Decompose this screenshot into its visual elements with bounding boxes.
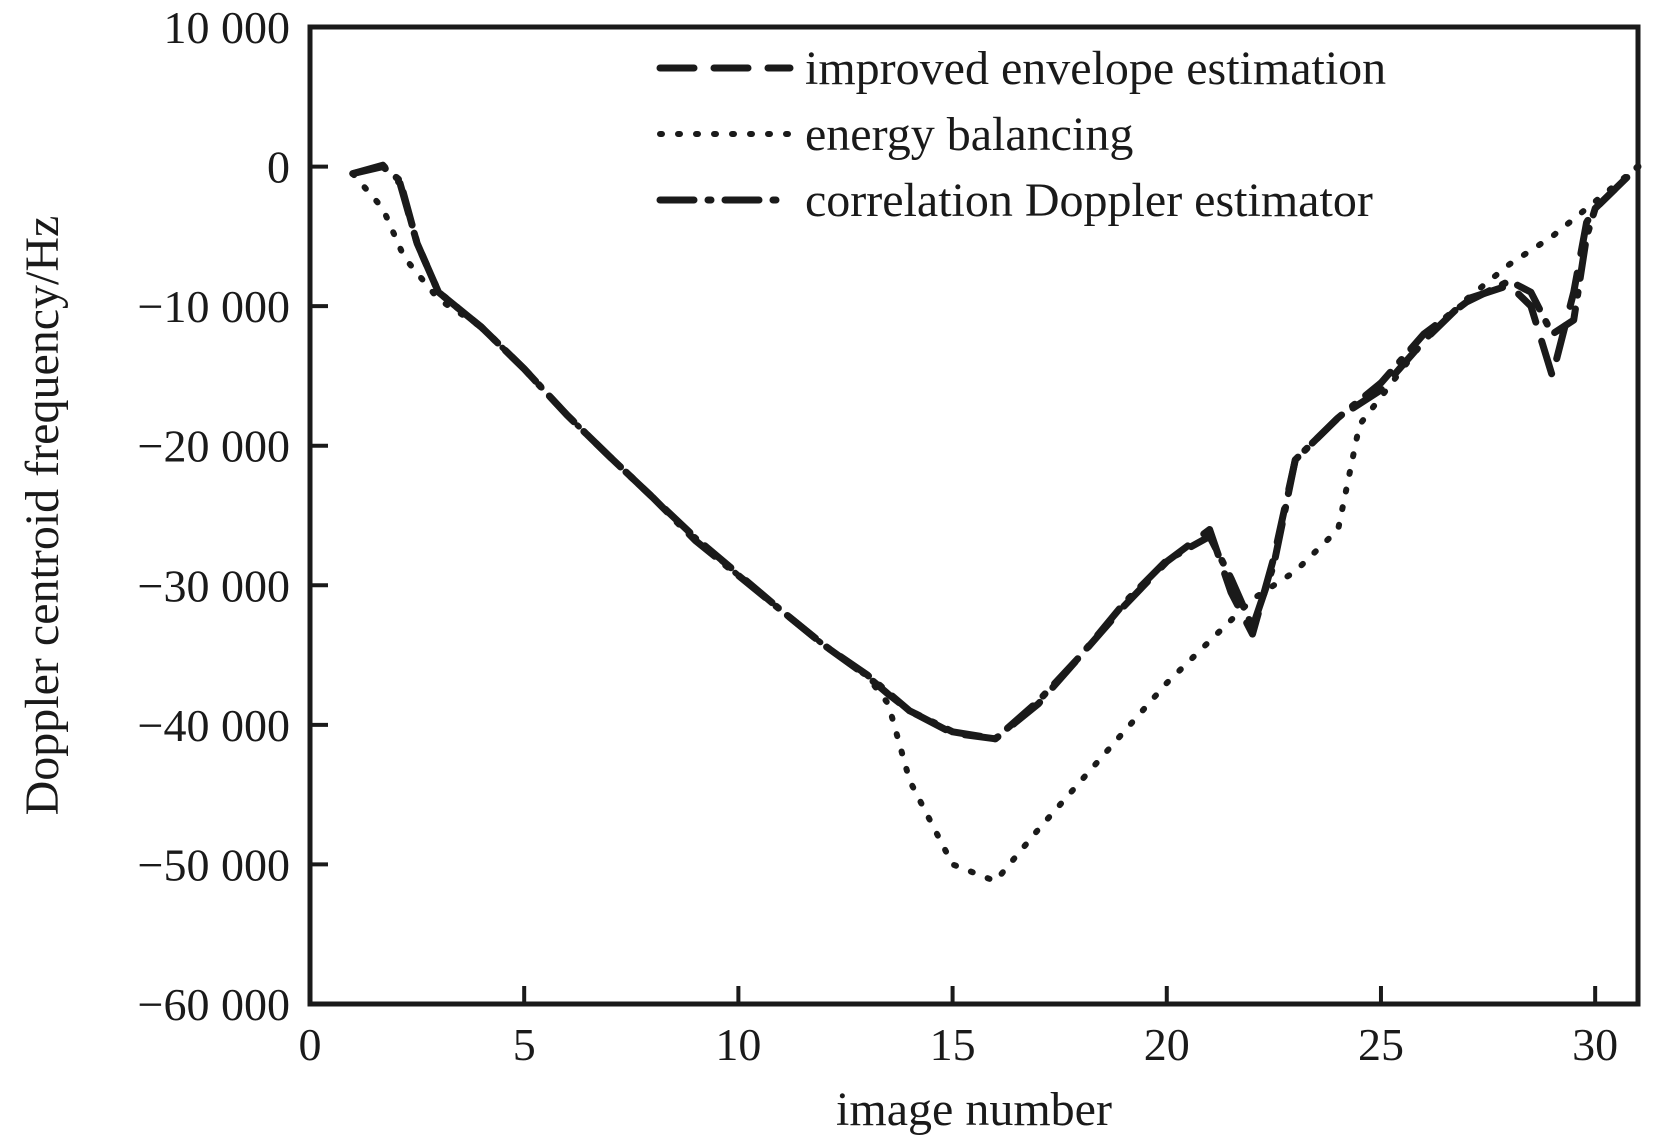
x-tick-label: 10 bbox=[715, 1019, 761, 1070]
x-axis-ticks: 0 5 10 15 20 25 30 bbox=[299, 986, 1618, 1070]
y-tick-label: −10 000 bbox=[138, 281, 290, 332]
y-axis-ticks: 10 000 0 −10 000 −20 000 −30 000 −40 000 −50 0… bbox=[138, 2, 328, 1030]
y-axis-title: Doppler centroid frequency/Hz bbox=[16, 216, 69, 816]
y-tick-label: −50 000 bbox=[138, 839, 290, 890]
plot-area-frame bbox=[307, 24, 1641, 1007]
y-tick-label: −40 000 bbox=[138, 700, 290, 751]
x-tick-label: 20 bbox=[1144, 1019, 1190, 1070]
legend: improved envelope estimation energy balan… bbox=[656, 42, 1386, 227]
y-tick-label: −30 000 bbox=[138, 560, 290, 611]
y-tick-label: 10 000 bbox=[164, 2, 291, 53]
x-axis-title: image number bbox=[836, 1083, 1112, 1136]
x-tick-label: 5 bbox=[513, 1019, 536, 1070]
legend-label: improved envelope estimation bbox=[805, 42, 1386, 95]
legend-label: correlation Doppler estimator bbox=[805, 174, 1373, 227]
series-line-1 bbox=[349, 161, 1642, 743]
legend-label: energy balancing bbox=[805, 108, 1133, 161]
series-line-2 bbox=[349, 163, 1641, 885]
x-tick-label: 0 bbox=[299, 1019, 322, 1070]
y-tick-label: −20 000 bbox=[138, 421, 290, 472]
series-layer bbox=[349, 161, 1642, 885]
x-tick-label: 30 bbox=[1572, 1019, 1618, 1070]
x-tick-label: 25 bbox=[1358, 1019, 1404, 1070]
x-tick-label: 15 bbox=[930, 1019, 976, 1070]
y-tick-label: 0 bbox=[267, 142, 290, 193]
y-tick-label: −60 000 bbox=[138, 979, 290, 1030]
series-line-3 bbox=[349, 163, 1642, 743]
